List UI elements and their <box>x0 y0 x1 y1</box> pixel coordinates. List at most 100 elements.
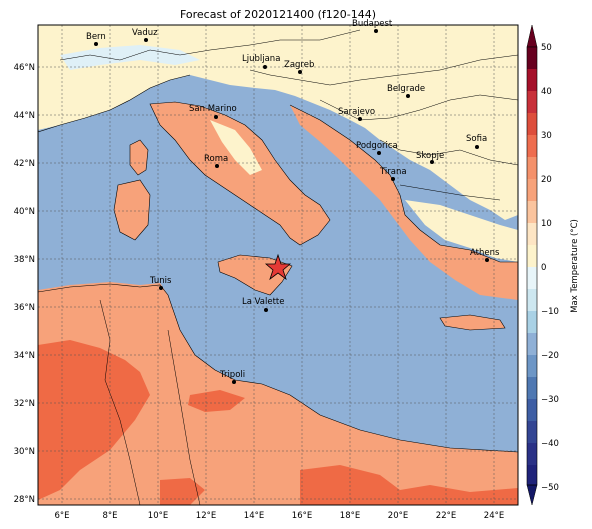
lat-label: 42°N <box>14 159 35 169</box>
city-label: Sofia <box>466 134 487 144</box>
city-dot <box>215 164 219 168</box>
colorbar-tick: 30 <box>541 131 552 141</box>
lat-label: 36°N <box>14 303 35 313</box>
city-label: Ljubljana <box>242 54 280 64</box>
hot-zone-3 <box>300 465 518 505</box>
city-dot <box>298 70 302 74</box>
lat-label: 46°N <box>14 63 35 73</box>
colorbar-segment <box>527 245 537 267</box>
city-dot <box>214 115 218 119</box>
sardinia <box>114 180 150 240</box>
italy-warm <box>150 102 330 245</box>
city-label: Athens <box>470 248 500 258</box>
lat-label: 28°N <box>14 495 35 505</box>
colorbar-segment <box>527 443 537 465</box>
city-label: Budapest <box>352 19 393 29</box>
lon-label: 16°E <box>292 511 312 521</box>
city-dot <box>94 42 98 46</box>
colorbar-tick: 10 <box>541 219 552 229</box>
colorbar-segment <box>527 201 537 223</box>
colorbar-segment <box>527 289 537 311</box>
city-label: Vaduz <box>132 28 158 38</box>
country-borders <box>59 29 518 505</box>
city-dot <box>159 286 163 290</box>
city-label: Bern <box>86 32 106 42</box>
colorbar-segment <box>527 311 537 333</box>
city-dot <box>232 380 236 384</box>
city-dot <box>358 117 362 121</box>
city-label: Zagreb <box>284 60 314 70</box>
colorbar-segment <box>527 421 537 443</box>
hot-zone-2 <box>188 390 245 412</box>
map-frame <box>37 24 519 506</box>
colorbar-segment <box>527 157 537 179</box>
city-dot <box>144 38 148 42</box>
colorbar-segment <box>527 223 537 245</box>
lat-label: 44°N <box>14 111 35 121</box>
hot-zone-1 <box>38 340 150 500</box>
city-label: Roma <box>204 154 228 164</box>
hot-zone-4 <box>160 478 205 505</box>
city-dot <box>374 29 378 33</box>
colorbar-tick: −40 <box>541 439 559 449</box>
alps-cold <box>60 45 200 70</box>
city-label: Skopje <box>416 151 444 161</box>
colorbar-segment <box>527 267 537 289</box>
map-title: Forecast of 2020121400 (f120-144) <box>179 8 377 21</box>
lon-label: 24°E <box>484 511 504 521</box>
corsica <box>130 140 148 175</box>
lon-label: 18°E <box>340 511 360 521</box>
lon-label: 6°E <box>54 511 69 521</box>
colorbar-tick: −20 <box>541 351 559 361</box>
colorbar: 50 40 30 20 10 0 −10 −20 −30 −40 −50 Max… <box>526 24 580 506</box>
city-dot <box>263 65 267 69</box>
colorbar-tick: 0 <box>541 263 546 273</box>
colorbar-segment <box>527 179 537 201</box>
lat-label: 40°N <box>14 207 35 217</box>
colorbar-segment <box>527 135 537 157</box>
colorbar-segment <box>527 69 537 91</box>
city-label: La Valette <box>242 297 285 307</box>
colorbar-tick: 50 <box>541 43 552 53</box>
colorbar-segment <box>527 399 537 421</box>
city-dot <box>264 308 268 312</box>
city-label: Tirana <box>379 167 407 177</box>
city-label: Podgorica <box>356 141 398 151</box>
colorbar-tick: 20 <box>541 175 552 185</box>
city-label: Tripoli <box>219 370 245 380</box>
longitude-labels: 6°E 8°E 10°E 12°E 14°E 16°E 18°E 20°E 22… <box>54 511 504 521</box>
italy-interior <box>210 120 262 175</box>
graticule <box>38 25 518 505</box>
colorbar-top-arrow <box>526 24 538 48</box>
colorbar-tick: −30 <box>541 395 559 405</box>
colorbar-segment <box>527 47 537 69</box>
colorbar-segment <box>527 465 537 485</box>
colorbar-segment <box>527 355 537 377</box>
colorbar-label: Max Temperature (°C) <box>570 219 580 313</box>
city-dot <box>391 177 395 181</box>
latitude-labels: 46°N 44°N 42°N 40°N 38°N 36°N 34°N 32°N … <box>14 63 35 505</box>
lat-label: 30°N <box>14 447 35 457</box>
city-label: Tunis <box>149 276 172 286</box>
city-dot <box>377 151 381 155</box>
greece-mild <box>405 200 518 262</box>
lon-label: 22°E <box>436 511 456 521</box>
lat-label: 38°N <box>14 255 35 265</box>
city-dot <box>430 160 434 164</box>
lon-label: 10°E <box>148 511 168 521</box>
colorbar-bottom-arrow <box>526 484 538 506</box>
colorbar-segment <box>527 91 537 113</box>
colorbar-tick: −50 <box>541 483 559 493</box>
city-label: Sarajevo <box>338 107 375 117</box>
city-dot <box>406 94 410 98</box>
lon-label: 8°E <box>102 511 117 521</box>
city-dot <box>475 145 479 149</box>
coastlines <box>38 74 518 453</box>
lat-label: 32°N <box>14 399 35 409</box>
location-star-icon <box>264 253 292 281</box>
colorbar-segment <box>527 333 537 355</box>
colorbar-tick: 40 <box>541 87 552 97</box>
crete <box>440 315 505 330</box>
lon-label: 14°E <box>244 511 264 521</box>
